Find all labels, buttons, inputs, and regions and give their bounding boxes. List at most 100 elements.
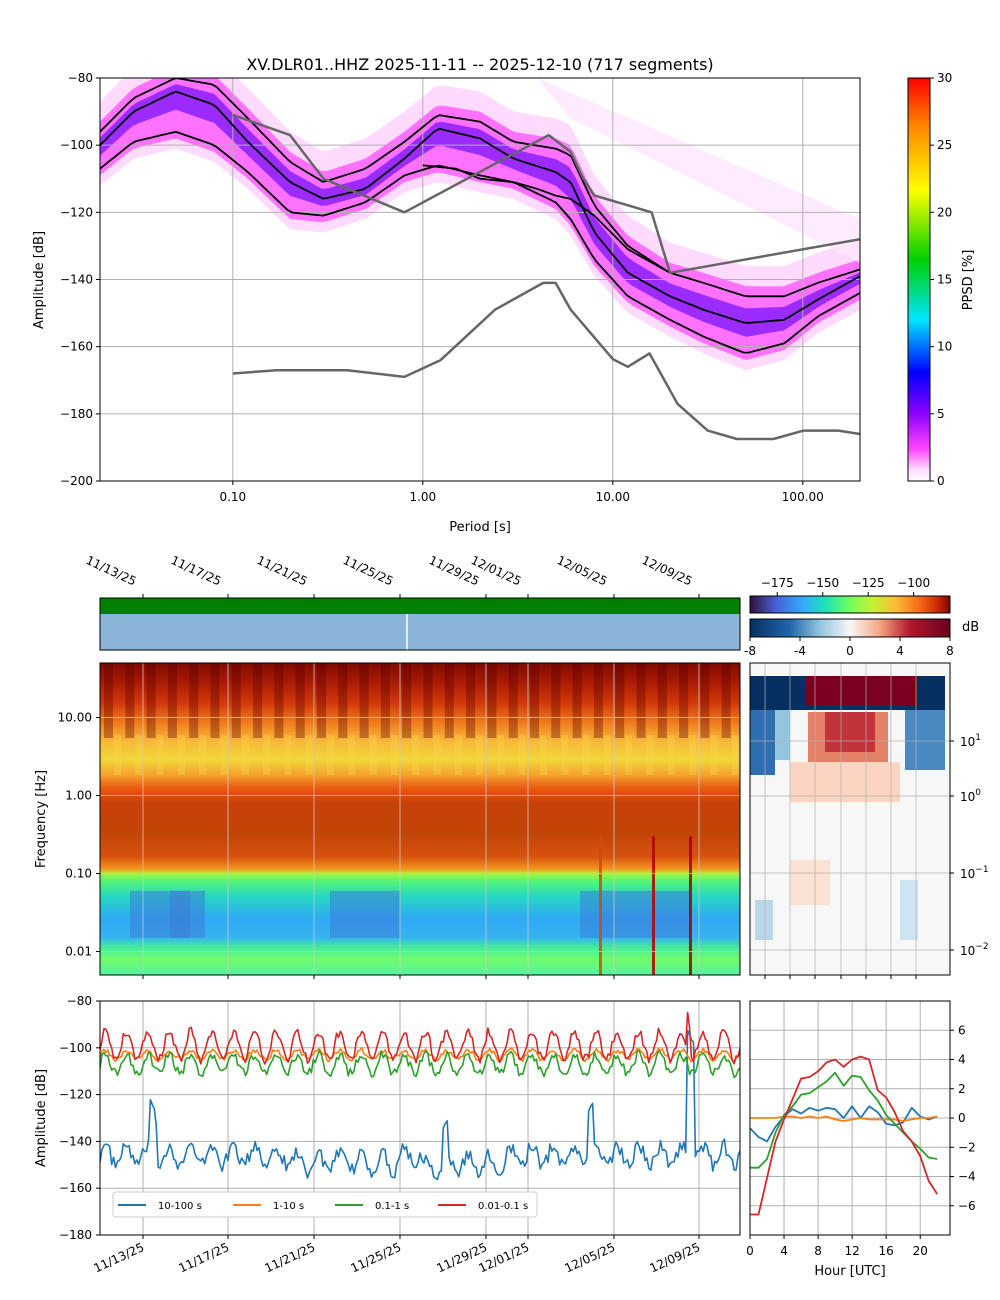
spectrogram-diurnal-dark (146, 663, 156, 738)
ppsd-colorbar-tick-label: 30 (937, 71, 952, 85)
ppsd-series-upper-percentile (100, 78, 860, 298)
ppsd-series-nhnm (232, 113, 860, 275)
difference-band-left-neg2 (775, 710, 790, 760)
spectrogram-frame (99, 662, 741, 976)
band-timeseries-y-tick-label: −160 (59, 1181, 92, 1195)
ppsd-x-label: Period [s] (449, 520, 511, 535)
difference-patch-neg2 (900, 880, 918, 940)
difference-band-left-neg (750, 710, 775, 775)
band-timeseries-y-tick-label: −180 (59, 1228, 92, 1242)
spectrogram-diurnal-light (327, 735, 334, 775)
ppsd-panel: XV.DLR01..HHZ 2025-11-11 -- 2025-12-10 (… (32, 55, 976, 535)
spectrogram-diurnal-dark (487, 663, 497, 738)
timeline-header: 11/13/25 11/17/25 11/21/25 11/25/25 11/29/25… (84, 553, 741, 651)
spectrogram-diurnal-dark (508, 663, 518, 738)
difference-band-high-pos (806, 676, 918, 706)
hourly-y-tick-label: −2 (958, 1140, 976, 1154)
difference-frame (749, 662, 951, 976)
spectrogram-diurnal-light (199, 735, 207, 775)
ppsd-series-nlnm (232, 281, 860, 441)
spectrogram-diurnal-light (114, 735, 121, 775)
spectrogram-diurnal-light (625, 735, 633, 775)
spectrogram-diurnal-light (582, 735, 590, 775)
ppsd-x-tick-label: 0.10 (219, 490, 246, 504)
ppsd-y-ticks: −200 −180 −160 −140 −120 −100 −80 (60, 71, 100, 488)
band-legend-box (112, 1191, 538, 1218)
ppsd-x-tick-label: 1.00 (409, 490, 436, 504)
data-availability-bar (100, 598, 740, 614)
spectrogram-y-label: Frequency [Hz] (34, 770, 49, 868)
band-legend-label: 0.01-0.1 s (478, 1201, 528, 1212)
ppsd-colorbar-tick-label: 0 (937, 474, 945, 488)
top-date-tick-label: 11/21/25 (255, 553, 310, 588)
spectrogram-diurnal-dark (359, 663, 369, 738)
hourly-y-tick-label: −4 (958, 1170, 976, 1184)
ppsd-colorbar-tick-label: 20 (937, 205, 952, 219)
spectrogram-diurnal-light (561, 735, 569, 775)
difference-band-low-pos (790, 762, 900, 802)
band-timeseries-panel: −180 −160 −140 −120 −100 −80 11/13/25 11/17/25… (34, 994, 741, 1276)
spectrogram-grid (100, 663, 740, 979)
difference-colorbar-tick-label: 8 (946, 644, 954, 658)
spectrogram-diurnal-dark (679, 663, 689, 738)
spectrogram-diurnal-dark (636, 663, 646, 738)
spectrogram-diurnal-dark (572, 663, 582, 738)
difference-patch-neg (755, 900, 773, 940)
spectrogram-diurnal-dark (253, 663, 263, 738)
band-timeseries-series (100, 1011, 740, 1181)
difference-colorbar: -8 -4 0 4 8 dB (744, 618, 979, 658)
spectrogram-low-patch (580, 890, 690, 938)
bottom-date-tick-label: 12/09/25 (647, 1240, 702, 1275)
hourly-y-tick-label: 0 (958, 1111, 966, 1125)
spectrogram-diurnal-dark (125, 663, 135, 738)
difference-colorbar-tick-label: -8 (744, 644, 756, 658)
difference-colorbar-label: dB (962, 620, 979, 635)
spectrogram-diurnal-dark (231, 663, 241, 738)
hourly-x-tick-label: 12 (844, 1244, 859, 1258)
spectrogram-y-tick-label: 1.00 (65, 789, 92, 803)
spectrogram-streaks (104, 663, 739, 975)
ppsd-y-tick-label: −100 (60, 138, 93, 152)
bottom-date-ticks: 11/13/25 11/17/25 11/21/25 11/25/25 11/29/25… (91, 1235, 702, 1276)
spectrogram-colorbar-tick-label: −175 (761, 576, 794, 590)
ppsd-series-mean (422, 164, 671, 274)
top-date-ticks: 11/13/25 11/17/25 11/21/25 11/25/25 11/29/25… (84, 553, 700, 598)
band-series-0-1-1-s (100, 1049, 740, 1079)
spectrogram-colorbar-bar (749, 595, 951, 614)
difference-y-ticks: 101 100 10−1 10−2 (950, 733, 989, 958)
spectrogram-diurnal-dark (402, 663, 412, 738)
ppsd-band-core (100, 84, 860, 337)
difference-colorbar-tick-label: 0 (846, 644, 854, 658)
ppsd-series-lower-percentile (100, 131, 860, 354)
spectrogram-colorbar-tick-label: −125 (852, 576, 885, 590)
spectrogram-low-patch (330, 890, 400, 938)
band-timeseries-y-label: Amplitude [dB] (34, 1069, 49, 1167)
band-series-1-10-s (100, 1047, 740, 1063)
difference-cells (750, 676, 945, 940)
ppsd-colorbar-tick-label: 15 (937, 273, 952, 287)
hourly-series-1-10-s (750, 1115, 938, 1122)
spectrogram-diurnal-light (369, 735, 377, 775)
spectrogram-diurnal-light (710, 735, 718, 775)
ppsd-band-spread (537, 78, 860, 263)
band-timeseries-frame (99, 1000, 741, 1236)
ppsd-y-tick-label: −200 (60, 474, 93, 488)
spectrogram-diurnal-light (497, 735, 505, 775)
ppsd-x-tick-label: 100.00 (782, 490, 824, 504)
ppsd-y-tick-label: −180 (60, 407, 93, 421)
spectrogram-y-tick-label: 0.01 (65, 945, 92, 959)
spectrogram-diurnal-dark (274, 663, 284, 738)
availability-frame (99, 597, 741, 651)
spectrogram-diurnal-light (476, 735, 484, 775)
hourly-y-tick-label: 2 (958, 1082, 966, 1096)
spectrogram-diurnal-dark (615, 663, 625, 738)
spectrogram-diurnal-dark (551, 663, 561, 738)
difference-grid (750, 663, 950, 979)
spectrogram-diurnal-light (220, 735, 228, 775)
bottom-date-tick-label: 11/21/25 (262, 1240, 317, 1275)
spectrogram-diurnal-light (518, 735, 526, 775)
difference-colorbar-tick-label: 4 (896, 644, 904, 658)
ppsd-colorbar-label: PPSD [%] (961, 250, 976, 311)
ppsd-colorbar-tick-label: 5 (937, 407, 945, 421)
ppsd-y-tick-label: −140 (60, 273, 93, 287)
